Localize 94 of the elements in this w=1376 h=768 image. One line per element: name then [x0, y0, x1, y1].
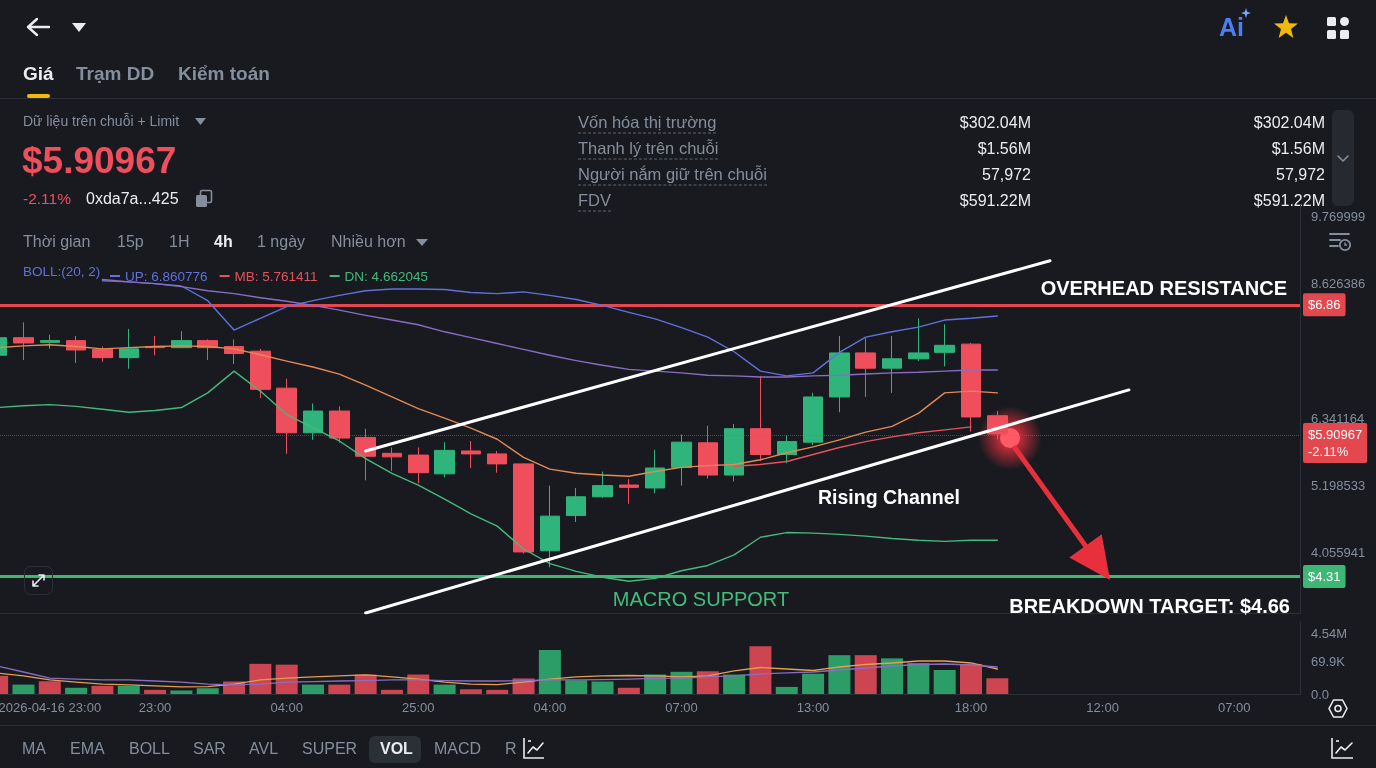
candlestick [803, 392, 823, 446]
text: 57,972 [982, 165, 1031, 185]
text: Dữ liệu trên chuỗi + Limit [23, 112, 180, 130]
x-tick-label: 25:00 [402, 700, 435, 715]
candlestick [934, 323, 955, 367]
candlestick [908, 317, 929, 362]
annotation: 1H [169, 232, 190, 252]
legend-title: BOLL:(20, 2) [23, 263, 101, 279]
text: Giá [23, 63, 54, 85]
text: $5.90967 -2.11% [1308, 427, 1363, 460]
candlestick [671, 434, 692, 487]
candlestick [724, 423, 744, 482]
annotation: 0xda7a...425 [86, 189, 179, 209]
text: $302.04M [959, 113, 1031, 133]
annotation: -2.11% [23, 190, 71, 208]
y-tick-label: 8.626386 [1311, 276, 1366, 292]
text: $302.04M [1253, 113, 1325, 133]
x-tick-label: 12:00 [1086, 700, 1119, 715]
candlestick [461, 440, 481, 469]
candlestick [777, 434, 797, 464]
x-tick-label: 04:00 [270, 700, 303, 715]
y-tick-label: 69.9K [1311, 654, 1346, 670]
text: AVL [249, 739, 279, 759]
annotation: Nhiều hơn [331, 232, 406, 252]
candlestick [855, 337, 876, 398]
candlestick [303, 402, 323, 441]
text: SAR [193, 739, 226, 759]
y-tick-label: 4.54M [1311, 626, 1348, 642]
x-tick-label: 2026-04-16 23:00 [0, 700, 102, 715]
text: SUPER [302, 739, 358, 759]
candlestick [276, 378, 297, 455]
text: $1.56M [1271, 139, 1325, 159]
candlestick [434, 441, 455, 478]
x-tick-label: 04:00 [533, 700, 567, 715]
text: Ai [1219, 12, 1244, 42]
text: VOL [380, 739, 413, 759]
text: $1.56M [977, 139, 1031, 159]
annotation: $591.22M [959, 191, 1031, 211]
candlestick [592, 471, 613, 499]
annotation: OVERHEAD RESISTANCE [1040, 276, 1287, 299]
text: Trạm DD [76, 63, 155, 85]
text: R [505, 739, 517, 759]
annotation: Rising Channel [818, 486, 960, 508]
y-tick-label: 9.769999 [1311, 209, 1366, 225]
text: MACD [434, 739, 482, 759]
text: MA [22, 739, 46, 759]
candlestick [750, 375, 771, 462]
candlestick [382, 446, 402, 472]
annotation: 1 ngày [257, 232, 306, 252]
x-tick-label: 23:00 [138, 700, 172, 715]
annotation: $591.22M [1253, 191, 1325, 211]
candlestick [92, 345, 113, 363]
text: $6.86 [1308, 297, 1341, 313]
text: 57,972 [1276, 165, 1325, 185]
candlestick [882, 335, 902, 394]
annotation: MACRO SUPPORT [612, 587, 790, 610]
text: EMA [70, 739, 105, 759]
candlestick [487, 450, 507, 474]
annotation: 15p [117, 232, 144, 252]
candlestick [645, 449, 665, 494]
candlestick [40, 334, 60, 350]
annotation: Thời gian [23, 232, 91, 252]
legend-label: DN: 4.662045 [344, 268, 428, 284]
candlestick [566, 487, 586, 523]
x-tick-label: 07:00 [665, 700, 698, 715]
candlestick [329, 405, 350, 444]
legend-label: MB: 5.761411 [234, 268, 318, 284]
candlestick [698, 425, 718, 480]
candlestick [513, 462, 534, 555]
candlestick [119, 328, 139, 370]
text: Vốn hóa thị trường [578, 112, 717, 134]
candlestick [540, 485, 560, 568]
candlestick [250, 348, 271, 399]
text: $4.31 [1308, 569, 1341, 585]
annotation: BREAKDOWN TARGET: $4.66 [1009, 595, 1290, 617]
y-tick-label: 0.0 [1311, 686, 1330, 702]
candlestick [619, 478, 639, 505]
text: Kiểm toán [178, 63, 270, 85]
x-tick-label: 07:00 [1217, 700, 1251, 715]
x-tick-label: 18:00 [954, 700, 988, 715]
legend-label: UP: 6.860776 [125, 268, 208, 284]
text: $5.90967 [22, 139, 177, 183]
y-tick-label: 6.341164 [1311, 410, 1365, 426]
text: BOLL [129, 739, 170, 759]
text: Người nắm giữ trên chuỗi [578, 164, 767, 186]
x-tick-label: 13:00 [796, 700, 830, 715]
y-tick-label: 4.055941 [1311, 544, 1366, 560]
candlestick [13, 321, 34, 361]
text: Thanh lý trên chuỗi [578, 138, 719, 160]
y-tick-label: 5.198533 [1311, 477, 1366, 493]
annotation: FDV [578, 190, 611, 212]
annotation: 4h [214, 232, 233, 252]
candlestick [408, 446, 429, 484]
candlestick [829, 335, 850, 413]
